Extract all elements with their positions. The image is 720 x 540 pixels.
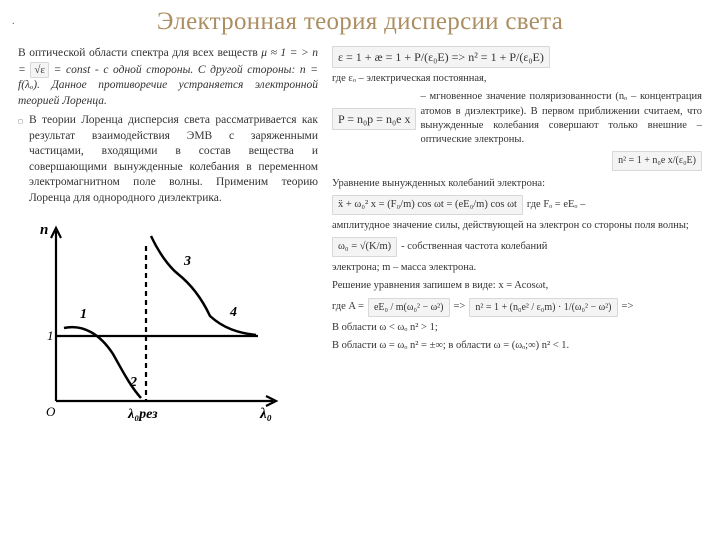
svg-text:λ₀рез: λ₀рез	[127, 407, 158, 422]
bullet-item: ◻ В теории Лоренца дисперсия света рассм…	[18, 113, 318, 206]
polarization-equation: P = n₀p = n₀e x	[332, 108, 416, 130]
svg-text:1: 1	[47, 328, 54, 343]
omega0-equation: ω₀ = √(K/m)	[332, 237, 397, 257]
svg-text:3: 3	[183, 254, 191, 269]
amplitude-line: амплитудное значение силы, действующей н…	[332, 219, 702, 233]
svg-text:4: 4	[229, 305, 237, 320]
region-1: В области ω < ωₒ n² > 1;	[332, 321, 702, 335]
svg-text:2: 2	[129, 375, 137, 390]
region-2: В области ω = ωₒ n² = ±∞; в области ω = …	[332, 339, 702, 353]
right-column: ε = 1 + æ = 1 + P/(ε₀E) => n² = 1 + P/(ε…	[332, 46, 702, 426]
dispersion-graph: 1 O 1 2 3 4 n λ₀рез λ₀	[28, 216, 288, 426]
intro-pre: В оптической области спектра для всех ве…	[18, 47, 261, 59]
n2-full-equation: n² = 1 + (n₀e² / ε₀m) · 1/(ω₀² − ω²)	[469, 298, 617, 318]
svg-text:n: n	[40, 222, 48, 238]
page-title: Электронная теория дисперсии света	[18, 8, 702, 36]
mass-line: электрона; m – масса электрона.	[332, 261, 702, 275]
eps0-line: где εₒ – электрическая постоянная,	[332, 72, 702, 86]
epsilon-equation: ε = 1 + æ = 1 + P/(ε₀E) => n² = 1 + P/(ε…	[332, 46, 550, 68]
content-columns: В оптической области спектра для всех ве…	[18, 46, 702, 426]
decorative-dot: .	[12, 16, 15, 27]
intro-paragraph: В оптической области спектра для всех ве…	[18, 46, 318, 109]
n-squared-equation: n² = 1 + n₀e x/(ε₀E)	[612, 151, 702, 171]
svg-text:λ₀: λ₀	[259, 406, 272, 422]
n2-arrow: =>	[622, 300, 634, 314]
A-label: где A =	[332, 300, 364, 314]
sqrt-eps-formula: √ε	[30, 62, 49, 79]
intro-post: = const - с одной стороны. С другой стор…	[18, 64, 318, 107]
own-freq-text: - собственная частота колебаний	[401, 240, 547, 254]
bullet-marker-icon: ◻	[18, 113, 23, 206]
left-column: В оптической области спектра для всех ве…	[18, 46, 318, 426]
bullet-text: В теории Лоренца дисперсия света рассмат…	[29, 113, 318, 206]
svg-text:O: O	[46, 404, 56, 419]
polarization-desc: – мгновенное значение поляризованности (…	[420, 90, 702, 147]
forced-osc-equation: ẍ + ω₀² x = (F₀/m) cos ωt = (eE₀/m) cos …	[332, 195, 523, 215]
forced-osc-label: Уравнение вынужденных колебаний электрон…	[332, 177, 702, 191]
svg-text:1: 1	[80, 307, 87, 322]
A-arrow: =>	[454, 300, 466, 314]
force-def: где Fₒ = eEₒ –	[527, 198, 585, 212]
A-equation: eE₀ / m(ω₀² − ω²)	[368, 298, 450, 318]
solution-label: Решение уравнения запишем в виде: x = Ac…	[332, 279, 702, 293]
